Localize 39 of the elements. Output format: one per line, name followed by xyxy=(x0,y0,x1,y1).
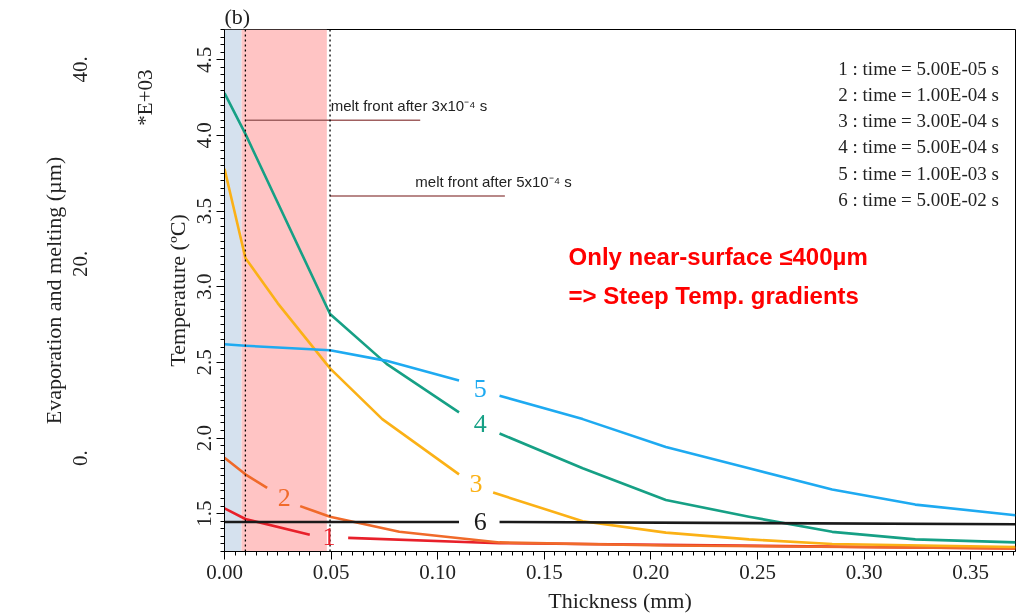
y-tick-label: 3.0 xyxy=(192,273,217,300)
x-tick-label: 0.15 xyxy=(525,559,563,584)
annotation: melt front after 5x10⁻⁴ s xyxy=(415,172,572,190)
series-label: 2 xyxy=(277,482,291,512)
x-tick-label: 0.30 xyxy=(845,559,883,584)
x-tick-label: 0.10 xyxy=(419,559,457,584)
series-label: 4 xyxy=(473,408,487,438)
series-label: 6 xyxy=(473,507,487,537)
y-tick-label: 3.5 xyxy=(192,197,217,225)
x-tick-label: 0.20 xyxy=(632,559,670,584)
x-tick-label: 0.05 xyxy=(312,559,350,584)
text: (b) xyxy=(224,3,251,29)
y2-tick-label: 20. xyxy=(68,250,93,277)
series-label: 3 xyxy=(469,468,483,498)
annotation: 5 : time = 1.00E-03 s xyxy=(838,162,999,184)
y2-tick-label: 0. xyxy=(68,450,93,467)
y-tick-label: 1.5 xyxy=(192,500,217,527)
y2-tick-label: 40. xyxy=(68,56,93,83)
y-axis-title: Temperature (ºC) xyxy=(164,214,190,367)
y-tick-label: 2.5 xyxy=(192,349,217,376)
y-tick-label: 2.0 xyxy=(192,424,217,452)
x-tick-label: 0.35 xyxy=(952,559,990,584)
x-axis-title: Thickness (mm) xyxy=(548,587,692,613)
y2-axis-title: Evaporation and melting (µm) xyxy=(40,156,66,425)
x-tick-label: 0.25 xyxy=(739,559,776,584)
y-tick-label: 4.0 xyxy=(192,122,217,149)
annotation: => Steep Temp. gradients xyxy=(568,282,859,310)
annotation: 1 : time = 5.00E-05 s xyxy=(838,58,999,80)
text: *E+03 xyxy=(132,69,157,126)
y-tick-label: 4.5 xyxy=(192,46,217,73)
annotation: Only near-surface ≤400µm xyxy=(568,243,868,271)
series-label: 1 xyxy=(322,521,336,551)
annotation: 4 : time = 5.00E-04 s xyxy=(838,136,999,158)
annotation: 2 : time = 1.00E-04 s xyxy=(838,84,999,106)
annotation: 3 : time = 3.00E-04 s xyxy=(838,110,999,132)
x-tick-label: 0.00 xyxy=(206,559,243,584)
annotation: melt front after 3x10⁻⁴ s xyxy=(330,97,488,115)
annotation: 6 : time = 5.00E-02 s xyxy=(838,188,999,210)
series-label: 5 xyxy=(473,373,487,403)
